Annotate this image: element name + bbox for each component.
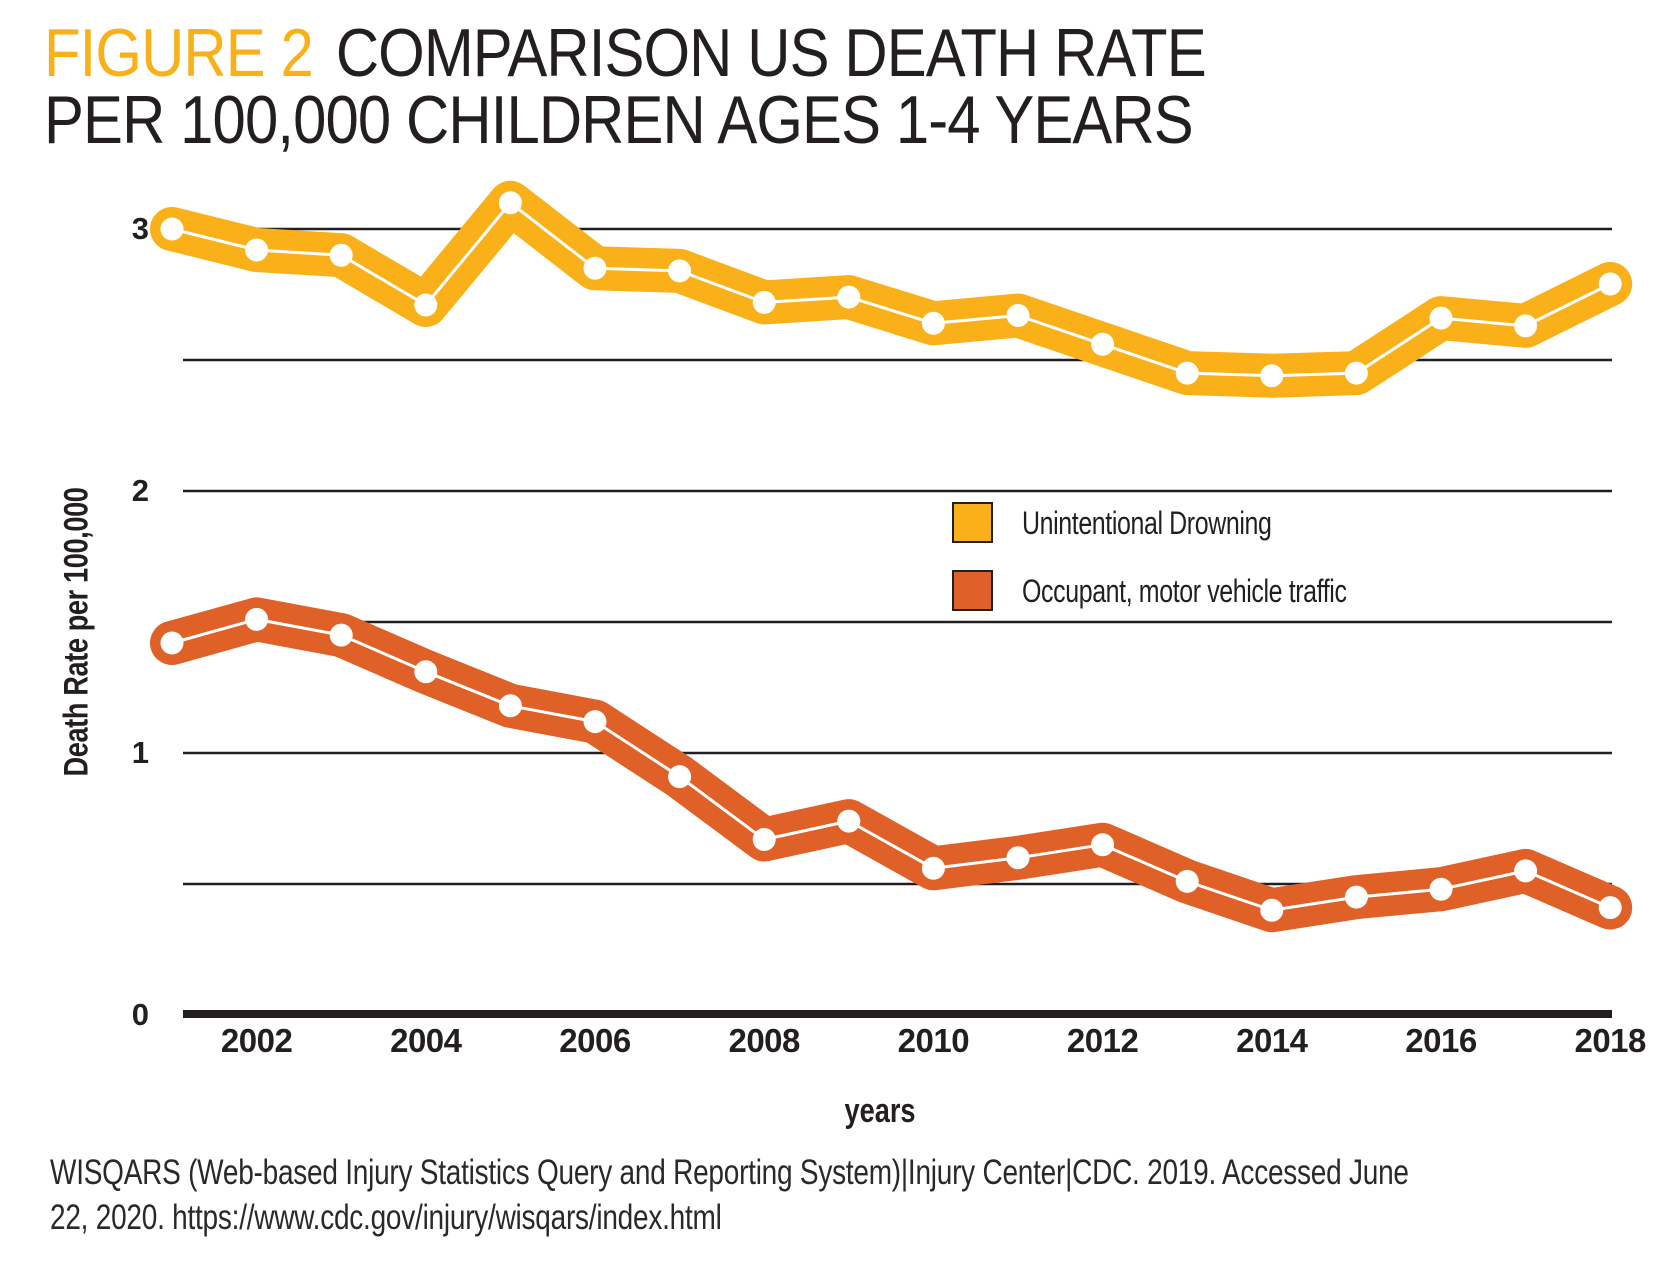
data-point-marker xyxy=(245,607,269,631)
legend-label-drowning: Unintentional Drowning xyxy=(1022,505,1272,541)
series-motor-vehicle xyxy=(150,597,1633,933)
data-point-marker xyxy=(414,660,438,684)
x-tick-label: 2018 xyxy=(1574,1022,1646,1059)
data-point-marker xyxy=(921,856,945,880)
data-point-marker xyxy=(1429,877,1453,901)
data-point-marker xyxy=(1429,306,1453,330)
source-citation: WISQARS (Web-based Injury Statistics Que… xyxy=(50,1150,1409,1240)
data-point-marker xyxy=(1091,332,1115,356)
data-point-marker xyxy=(1175,361,1199,385)
data-point-marker xyxy=(498,694,522,718)
y-tick-label: 1 xyxy=(131,735,149,770)
x-tick-label: 2010 xyxy=(897,1022,970,1059)
data-point-marker xyxy=(1598,896,1622,920)
data-point-marker xyxy=(1175,869,1199,893)
data-point-marker xyxy=(329,623,353,647)
data-point-marker xyxy=(752,828,776,851)
x-tick-label: 2014 xyxy=(1236,1022,1308,1059)
source-citation-line2: 22, 2020. https://www.cdc.gov/injury/wis… xyxy=(50,1198,722,1237)
x-axis-title: years xyxy=(844,1092,916,1130)
data-point-marker xyxy=(498,191,522,215)
data-point-marker xyxy=(160,217,184,241)
data-point-marker xyxy=(583,710,607,734)
data-point-marker xyxy=(837,285,861,309)
legend-label-motor-vehicle: Occupant, motor vehicle traffic xyxy=(1022,573,1347,609)
source-citation-line1: WISQARS (Web-based Injury Statistics Que… xyxy=(50,1153,1409,1192)
data-point-marker xyxy=(1091,833,1115,857)
data-point-marker xyxy=(1344,361,1368,385)
figure-label: FIGURE 2 xyxy=(44,15,314,91)
data-point-marker xyxy=(1598,272,1622,296)
data-point-marker xyxy=(1006,304,1030,327)
y-tick-label: 0 xyxy=(131,997,149,1032)
y-tick-label: 3 xyxy=(131,211,149,246)
series-connector-line xyxy=(171,201,1611,378)
y-tick-label: 2 xyxy=(131,473,149,508)
x-tick-label: 2004 xyxy=(390,1022,462,1059)
data-point-marker xyxy=(1514,314,1538,338)
data-point-marker xyxy=(837,809,861,833)
chart-title-line2: PER 100,000 CHILDREN AGES 1-4 YEARS xyxy=(44,82,1194,158)
x-tick-label: 2008 xyxy=(728,1022,800,1059)
x-tick-label: 2002 xyxy=(220,1022,293,1059)
data-point-marker xyxy=(245,238,269,262)
data-point-marker xyxy=(1514,859,1538,883)
data-point-marker xyxy=(1344,885,1368,909)
data-point-marker xyxy=(1260,898,1284,922)
y-axis-title: Death Rate per 100,000 xyxy=(57,487,96,777)
data-point-marker xyxy=(1260,364,1284,388)
series-drowning xyxy=(150,180,1633,398)
data-point-marker xyxy=(414,293,438,317)
data-point-marker xyxy=(668,765,692,789)
chart-title: FIGURE 2 COMPARISON US DEATH RATE PER 100… xyxy=(44,19,1364,158)
data-point-marker xyxy=(160,631,184,655)
series-band xyxy=(150,597,1633,933)
data-point-marker xyxy=(583,256,607,280)
x-tick-label: 2006 xyxy=(559,1022,631,1059)
x-tick-label: 2016 xyxy=(1405,1022,1477,1059)
x-tick-label: 2012 xyxy=(1066,1022,1139,1059)
chart-title-text: COMPARISON US DEATH RATE xyxy=(335,15,1207,91)
data-point-marker xyxy=(752,290,776,314)
data-point-marker xyxy=(329,243,353,267)
chart-title-line1: FIGURE 2 COMPARISON US DEATH RATE xyxy=(44,19,1207,87)
series-connector-line xyxy=(171,617,1611,912)
legend-swatch-motor-vehicle xyxy=(952,570,993,611)
data-point-marker xyxy=(668,259,692,283)
data-point-marker xyxy=(921,311,945,335)
data-point-marker xyxy=(1006,846,1030,870)
legend-swatch-drowning xyxy=(952,502,993,543)
